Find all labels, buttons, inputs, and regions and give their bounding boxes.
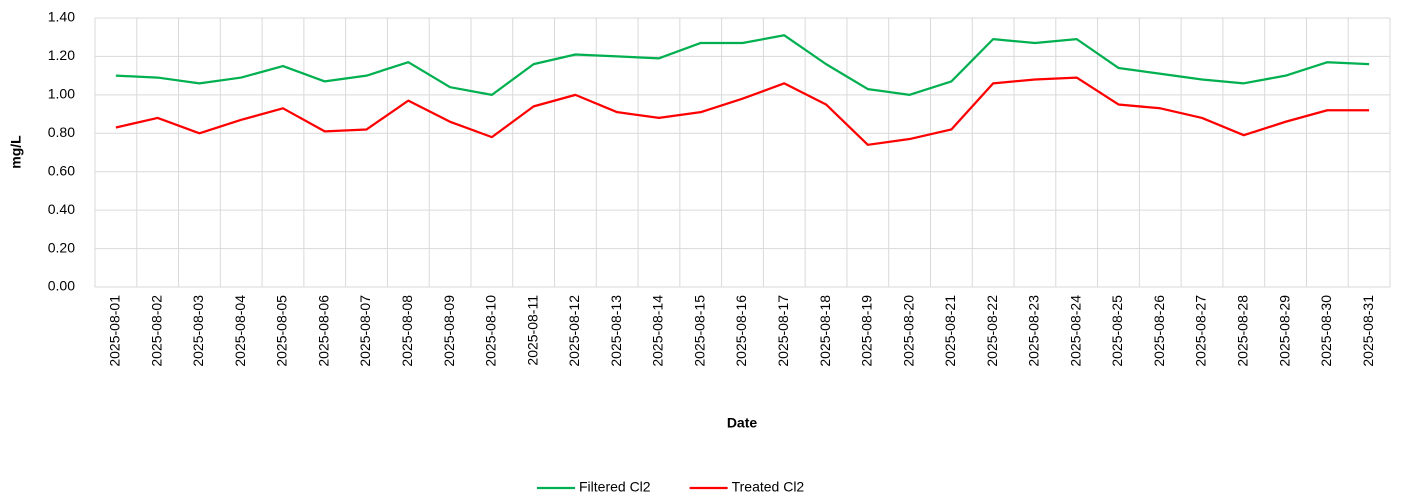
y-tick-label: 0.20 [48, 239, 75, 255]
x-axis-title: Date [727, 415, 758, 431]
x-tick-label: 2025-08-08 [399, 295, 415, 367]
x-tick-label: 2025-08-21 [942, 295, 958, 367]
x-tick-label: 2025-08-09 [441, 295, 457, 367]
x-tick-label: 2025-08-11 [524, 295, 540, 366]
x-tick-label: 2025-08-02 [148, 295, 164, 367]
x-tick-label: 2025-08-20 [900, 295, 916, 367]
y-tick-label: 0.00 [48, 278, 75, 294]
y-tick-label: 0.40 [48, 201, 75, 217]
x-tick-label: 2025-08-01 [107, 295, 123, 367]
x-tick-label: 2025-08-23 [1026, 295, 1042, 367]
y-tick-label: 0.60 [48, 162, 75, 178]
x-tick-label: 2025-08-27 [1193, 295, 1209, 367]
line-series [115, 34, 1370, 96]
x-tick-label: 2025-08-04 [232, 295, 248, 367]
y-tick-label: 0.80 [48, 124, 75, 140]
x-tick-label: 2025-08-15 [691, 295, 707, 367]
x-tick-label: 2025-08-25 [1109, 295, 1125, 367]
x-tick-label: 2025-08-28 [1234, 295, 1250, 367]
x-tick-label: 2025-08-14 [650, 295, 666, 367]
x-tick-label: 2025-08-13 [608, 295, 624, 367]
x-tick-label: 2025-08-26 [1151, 295, 1167, 367]
x-tick-label: 2025-08-03 [190, 295, 206, 367]
x-tick-label: 2025-08-19 [859, 295, 875, 367]
x-tick-label: 2025-08-10 [483, 295, 499, 367]
x-tick-label: 2025-08-22 [984, 295, 1000, 367]
legend-label: Filtered Cl2 [579, 479, 651, 495]
x-tick-label: 2025-08-05 [274, 295, 290, 367]
line-series [115, 76, 1370, 146]
y-tick-label: 1.00 [48, 86, 75, 102]
x-tick-label: 2025-08-18 [817, 295, 833, 367]
y-tick-label: 1.20 [48, 47, 75, 63]
x-tick-label: 2025-08-12 [566, 295, 582, 367]
x-tick-label: 2025-08-31 [1360, 295, 1376, 367]
x-tick-label: 2025-08-24 [1067, 295, 1083, 367]
x-tick-label: 2025-08-07 [357, 295, 373, 367]
x-tick-label: 2025-08-17 [775, 295, 791, 367]
x-tick-label: 2025-08-29 [1276, 295, 1292, 367]
x-tick-label: 2025-08-16 [733, 295, 749, 367]
x-tick-label: 2025-08-06 [315, 295, 331, 367]
y-axis-title: mg/L [8, 135, 24, 169]
x-tick-label: 2025-08-30 [1318, 295, 1334, 367]
legend-label: Treated Cl2 [732, 479, 805, 495]
y-tick-label: 1.40 [48, 9, 75, 25]
